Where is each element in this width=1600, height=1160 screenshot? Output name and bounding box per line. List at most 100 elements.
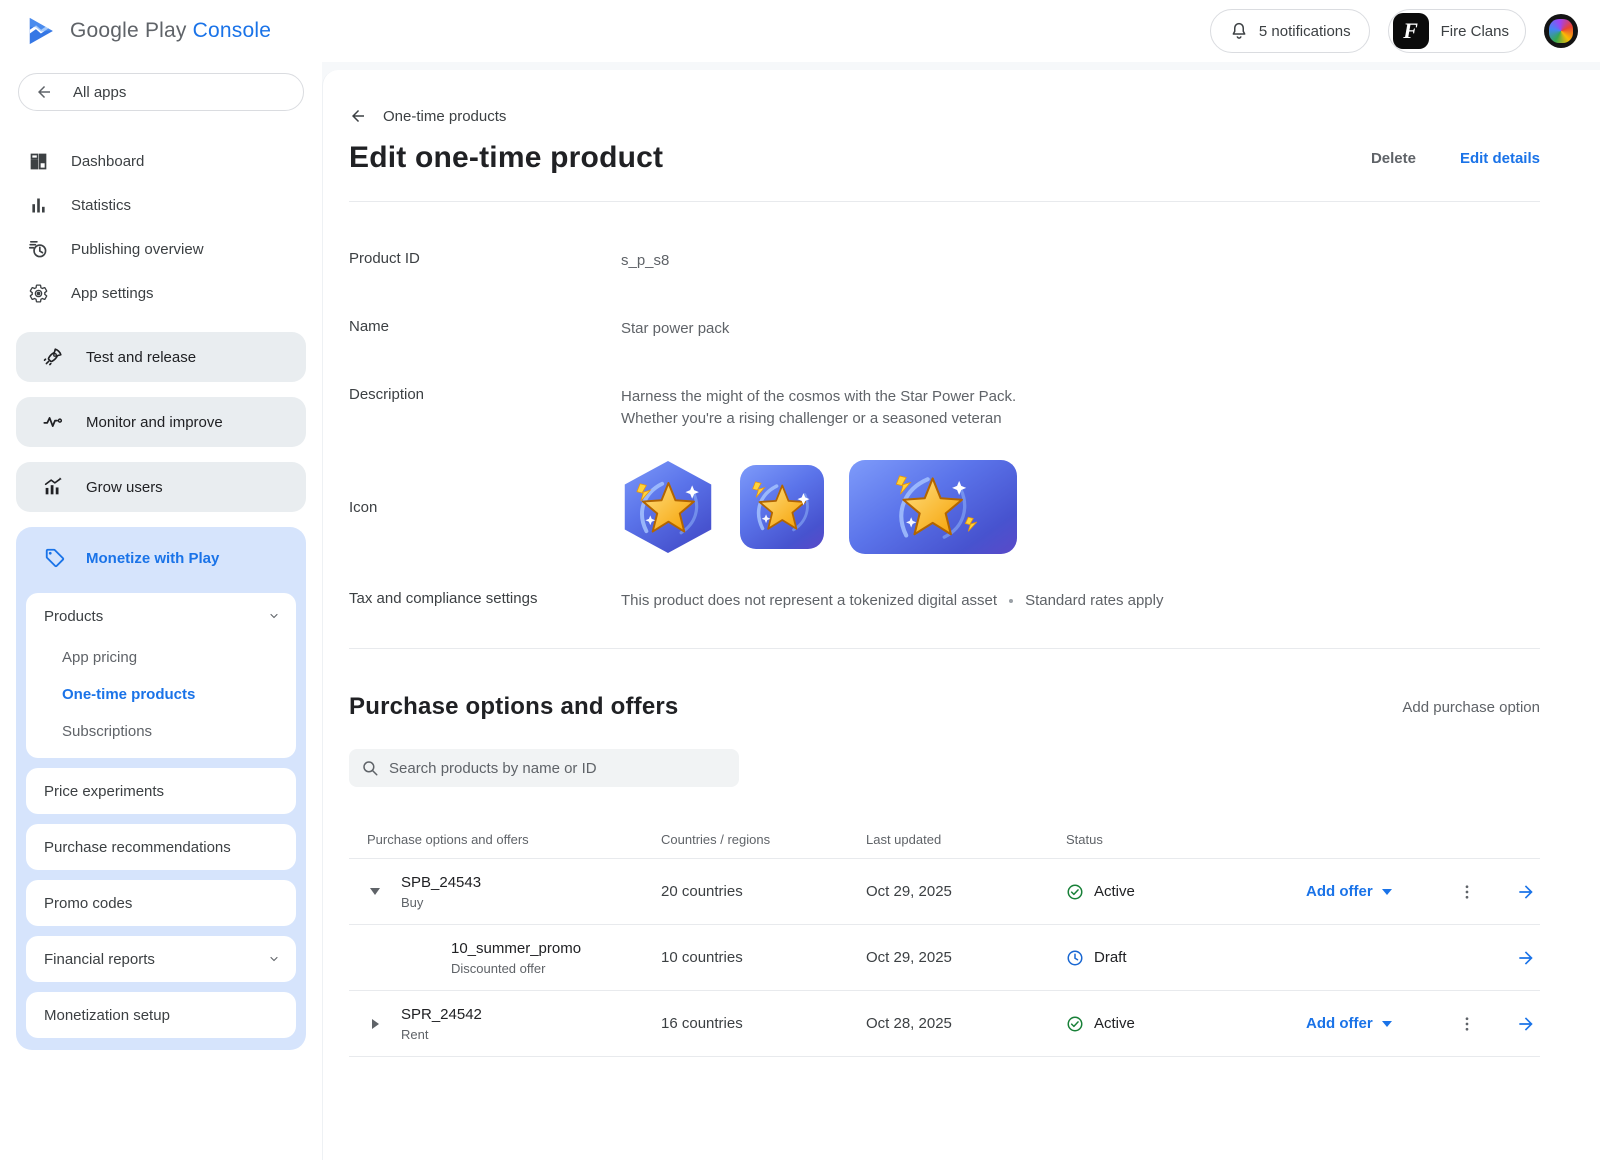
brand: Google Play Console <box>26 16 271 46</box>
delete-button[interactable]: Delete <box>1371 150 1416 167</box>
add-offer-label: Add offer <box>1306 883 1373 900</box>
collapse-row-icon[interactable] <box>370 888 380 895</box>
sidebar-item-one-time-products[interactable]: One-time products <box>26 676 296 713</box>
chevron-down-icon <box>268 610 280 622</box>
main-panel: One-time products Edit one-time product … <box>322 70 1600 1160</box>
sidebar-item-purchase-recommendations[interactable]: Purchase recommendations <box>26 824 296 870</box>
active-check-icon <box>1066 1015 1084 1033</box>
purchase-option-type: Buy <box>401 895 661 910</box>
add-offer-button[interactable]: Add offer <box>1306 1015 1392 1032</box>
description-line-1: Harness the might of the cosmos with the… <box>621 386 1016 408</box>
status-badge: Active <box>1066 1015 1306 1033</box>
publishing-overview-icon <box>28 239 49 260</box>
field-value: s_p_s8 <box>621 250 669 272</box>
sidebar-group-test-and-release[interactable]: Test and release <box>16 332 306 382</box>
description-line-2: Whether you're a rising challenger or a … <box>621 408 1016 430</box>
chevron-down-icon <box>1382 889 1392 895</box>
avatar-art <box>1549 19 1573 43</box>
field-label: Product ID <box>349 250 621 272</box>
open-row-button[interactable] <box>1516 948 1536 968</box>
product-icon-hexagon <box>621 460 715 554</box>
table-row[interactable]: SPR_24542 Rent 16 countries Oct 28, 2025… <box>349 991 1540 1057</box>
product-icons <box>621 460 1017 554</box>
countries-cell: 20 countries <box>661 883 866 900</box>
more-options-button[interactable] <box>1458 1015 1476 1033</box>
play-console-logo-icon <box>26 16 56 46</box>
add-offer-label: Add offer <box>1306 1015 1373 1032</box>
brand-google-play: Google Play <box>70 19 187 42</box>
sidebar-item-publishing-overview[interactable]: Publishing overview <box>0 227 322 271</box>
sidebar-item-financial-reports[interactable]: Financial reports <box>26 936 296 982</box>
breadcrumb[interactable]: One-time products <box>349 107 1540 125</box>
expand-row-icon[interactable] <box>372 1019 379 1029</box>
countries-cell: 10 countries <box>661 949 866 966</box>
more-options-button[interactable] <box>1458 883 1476 901</box>
sidebar-group-monitor-and-improve[interactable]: Monitor and improve <box>16 397 306 447</box>
sidebar-item-label: Dashboard <box>71 153 144 170</box>
topbar-right: 5 notifications F Fire Clans <box>1210 9 1578 53</box>
card-label: Financial reports <box>44 951 155 968</box>
brand-console: Console <box>193 19 271 42</box>
dot-separator <box>1009 599 1013 603</box>
add-offer-button[interactable]: Add offer <box>1306 883 1392 900</box>
field-label: Tax and compliance settings <box>349 590 621 612</box>
offer-id: 10_summer_promo <box>451 940 661 957</box>
sidebar-item-label: Statistics <box>71 197 131 214</box>
product-icon-square <box>740 465 824 549</box>
card-label: Purchase recommendations <box>44 839 231 856</box>
open-row-button[interactable] <box>1516 882 1536 902</box>
sidebar-item-app-pricing[interactable]: App pricing <box>26 639 296 676</box>
dashboard-icon <box>28 151 49 172</box>
sidebar-item-price-experiments[interactable]: Price experiments <box>26 768 296 814</box>
sidebar-group-grow-users[interactable]: Grow users <box>16 462 306 512</box>
search-input[interactable] <box>389 760 727 777</box>
sidebar-item-statistics[interactable]: Statistics <box>0 183 322 227</box>
account-avatar[interactable] <box>1544 14 1578 48</box>
card-label: Price experiments <box>44 783 164 800</box>
sidebar-item-dashboard[interactable]: Dashboard <box>0 139 322 183</box>
notifications-button[interactable]: 5 notifications <box>1210 9 1370 53</box>
sidebar-item-label: App settings <box>71 285 154 302</box>
sidebar-item-promo-codes[interactable]: Promo codes <box>26 880 296 926</box>
topbar: Google Play Console 5 notifications F Fi… <box>0 0 1600 62</box>
card-label: Promo codes <box>44 895 132 912</box>
rocket-icon <box>42 346 64 368</box>
purchase-option-name: SPB_24543 Buy <box>401 874 661 910</box>
row-actions <box>1306 948 1540 968</box>
field-value: Harness the might of the cosmos with the… <box>621 386 1016 430</box>
add-purchase-option-button[interactable]: Add purchase option <box>1402 699 1540 716</box>
bell-icon <box>1229 21 1249 41</box>
column-header: Purchase options and offers <box>349 832 661 847</box>
draft-clock-icon <box>1066 949 1084 967</box>
search-box <box>349 749 739 787</box>
all-apps-button[interactable]: All apps <box>18 73 304 111</box>
products-label: Products <box>44 608 103 625</box>
sidebar-nav: Dashboard Statistics <box>0 139 322 315</box>
products-card: Products App pricing One-time products S… <box>26 593 296 758</box>
open-row-button[interactable] <box>1516 1014 1536 1034</box>
sidebar-item-monetize-with-play[interactable]: Monetize with Play <box>26 533 296 583</box>
sidebar-item-app-settings[interactable]: App settings <box>0 271 322 315</box>
active-check-icon <box>1066 883 1084 901</box>
sidebar-item-monetization-setup[interactable]: Monetization setup <box>26 992 296 1038</box>
breadcrumb-label: One-time products <box>383 108 506 125</box>
row-actions: Add offer <box>1306 882 1540 902</box>
sidebar-item-subscriptions[interactable]: Subscriptions <box>26 713 296 750</box>
app-switcher-button[interactable]: F Fire Clans <box>1388 9 1526 53</box>
table-row[interactable]: SPB_24543 Buy 20 countries Oct 29, 2025 … <box>349 859 1540 925</box>
page-header: One-time products Edit one-time product … <box>349 70 1540 202</box>
field-value: This product does not represent a tokeni… <box>621 590 1163 612</box>
field-label: Icon <box>349 499 621 516</box>
edit-details-button[interactable]: Edit details <box>1460 150 1540 167</box>
purchase-section-title: Purchase options and offers <box>349 693 678 721</box>
purchase-option-type: Rent <box>401 1027 661 1042</box>
table-row-child[interactable]: 10_summer_promo Discounted offer 10 coun… <box>349 925 1540 991</box>
status-badge: Draft <box>1066 949 1306 967</box>
sidebar: All apps Dashboard <box>0 62 322 1160</box>
product-details: Product ID s_p_s8 Name Star power pack D… <box>349 202 1540 649</box>
star-art-icon <box>747 472 818 543</box>
subitem-label: One-time products <box>62 686 195 703</box>
sidebar-item-products[interactable]: Products <box>26 593 296 639</box>
field-icon: Icon <box>349 460 1540 554</box>
last-updated-cell: Oct 28, 2025 <box>866 1015 1066 1032</box>
